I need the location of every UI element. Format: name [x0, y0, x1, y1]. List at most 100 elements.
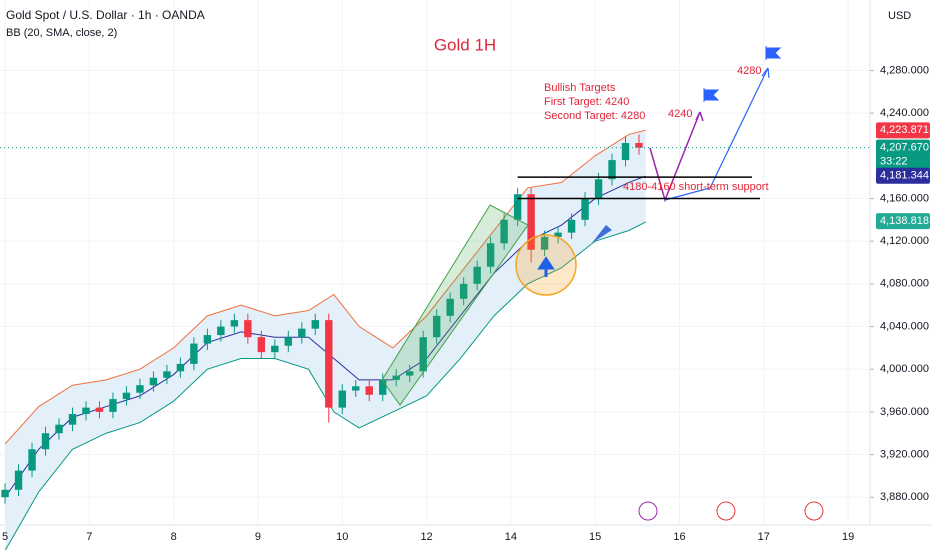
candle-body: [311, 320, 319, 329]
candle-body: [352, 386, 360, 391]
candle-body: [68, 414, 77, 425]
event-icon: [716, 501, 736, 521]
candle-body: [486, 243, 495, 267]
candle-body: [109, 399, 117, 412]
x-tick-label: 12: [420, 531, 432, 543]
candle-body: [271, 345, 279, 353]
candle-body: [217, 326, 225, 336]
y-tick-label: 4,040.000: [880, 320, 929, 332]
y-tick-label: 4,160.000: [880, 192, 929, 204]
candle-body: [338, 390, 346, 408]
candle-body: [432, 315, 441, 338]
price-label: 4,138.818: [880, 215, 929, 227]
x-tick-label: 8: [171, 531, 177, 543]
candle-body: [55, 424, 63, 434]
rocket-icon: [592, 225, 612, 243]
candle-body: [14, 470, 23, 490]
candle-body: [1, 489, 9, 498]
price-label-box: [876, 213, 930, 230]
candle-body: [190, 343, 198, 364]
candle-body: [95, 407, 104, 412]
channel: [381, 204, 529, 406]
annotation: 4240: [668, 108, 692, 120]
annotation: Second Target: 4280: [544, 110, 645, 122]
y-tick-label: 4,120.000: [880, 235, 929, 247]
y-tick-label: 4,080.000: [880, 278, 929, 290]
candle-body: [473, 266, 481, 284]
x-tick-label: 7: [86, 531, 92, 543]
candle-body: [554, 232, 562, 237]
y-tick-label: 3,880.000: [880, 491, 929, 503]
arrowhead: [761, 67, 770, 79]
countdown: 33:22: [880, 156, 908, 168]
chart-title: Gold 1H: [434, 35, 496, 54]
x-tick-label: 14: [505, 531, 517, 543]
candle-body: [149, 377, 158, 386]
y-tick-label: 3,920.000: [880, 448, 929, 460]
candle-body: [540, 236, 549, 250]
candle-body: [621, 142, 630, 161]
price-label-box: [876, 122, 930, 139]
price-label: 4,207.670: [880, 142, 929, 154]
candle-body: [244, 320, 252, 338]
event-icon: [638, 501, 658, 521]
flag-icon: [765, 46, 782, 60]
y-tick-label: 3,960.000: [880, 406, 929, 418]
symbol: Gold Spot / U.S. Dollar · 1h · OANDA: [6, 8, 205, 22]
candle-body: [365, 386, 373, 395]
x-tick-label: 15: [589, 531, 601, 543]
projection-2: [664, 67, 769, 201]
event-icon: [804, 501, 824, 521]
price-label-box: [876, 139, 930, 170]
band-line: [4, 175, 646, 498]
candle-body: [284, 337, 293, 346]
candle-body: [82, 407, 90, 415]
price-label: 4,181.344: [880, 170, 929, 182]
candle-body: [136, 385, 144, 393]
arrowhead: [695, 111, 704, 122]
candle-body: [325, 320, 333, 408]
candle-body: [513, 194, 522, 220]
candle-body: [594, 179, 603, 199]
candle-body: [635, 142, 643, 148]
candle-body: [122, 392, 131, 400]
candle-body: [459, 283, 468, 299]
annotation: First Target: 4240: [544, 96, 629, 108]
candle-body: [581, 198, 589, 220]
band-line: [4, 129, 646, 445]
price-label: 4,223.871: [880, 124, 929, 136]
price-label-box: [876, 167, 930, 184]
candle-body: [176, 363, 185, 372]
indicator: BB (20, SMA, close, 2): [6, 27, 117, 39]
x-tick-label: 19: [842, 531, 854, 543]
candle-body: [567, 219, 576, 233]
candle-body: [230, 320, 239, 327]
candle-body: [379, 379, 387, 395]
x-tick-label: 16: [673, 531, 685, 543]
candle-body: [203, 335, 212, 344]
candle-body: [527, 194, 535, 250]
candle-body: [298, 328, 306, 338]
plot-area: [0, 0, 870, 550]
y-tick-label: 4,240.000: [880, 107, 929, 119]
currency: USD: [888, 10, 911, 22]
annotation: 4180-4160 short-term support: [623, 181, 769, 193]
band-line: [4, 221, 646, 550]
x-tick-label: 17: [758, 531, 770, 543]
x-tick-label: 10: [336, 531, 348, 543]
annotation: Bullish Targets: [544, 82, 616, 94]
x-tick-label: 9: [255, 531, 261, 543]
candle-body: [257, 337, 266, 353]
candle-body: [406, 371, 414, 376]
y-tick-label: 4,280.000: [880, 64, 929, 76]
annotation: 4280: [737, 65, 761, 77]
candle-body: [163, 371, 171, 378]
candle-body: [608, 160, 616, 180]
candle-body: [28, 449, 36, 471]
candle-body: [446, 298, 454, 316]
flag-icon: [703, 88, 720, 102]
x-tick-label: 5: [2, 531, 8, 543]
candle-body: [41, 433, 50, 450]
candle-body: [500, 219, 508, 244]
